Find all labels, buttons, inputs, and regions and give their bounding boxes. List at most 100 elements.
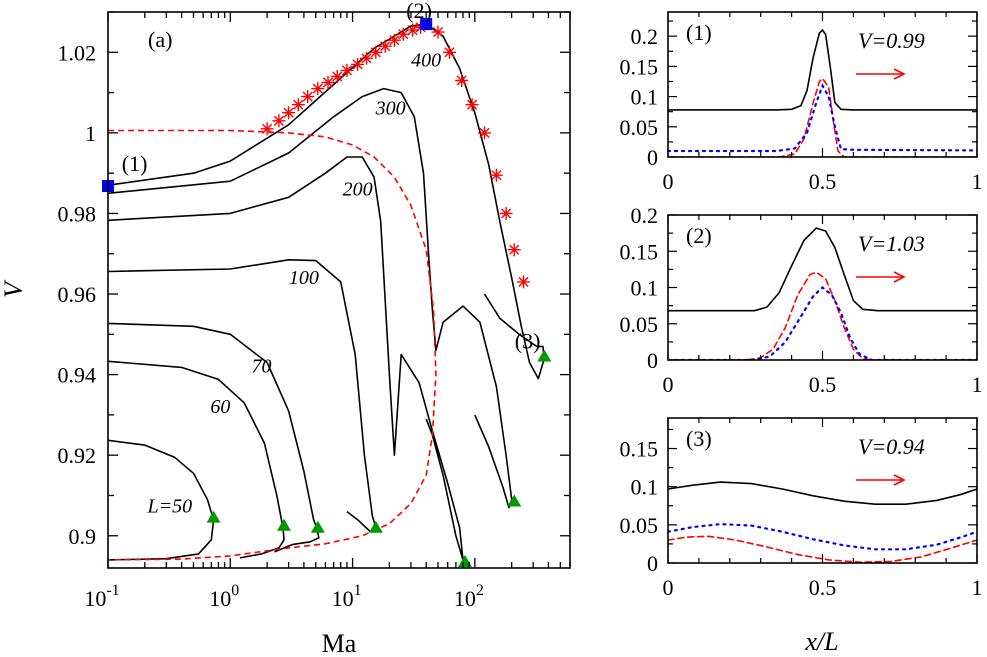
- x-tick-label-base: 10: [332, 586, 354, 611]
- profile-curve: [668, 522, 977, 551]
- main-y-ticks: [108, 11, 570, 537]
- y-tick-label: 0.15: [620, 239, 659, 264]
- panel-2: 0 0.5 1 0 0.05 0.1 0.15 0.2 (2) V=1.03: [620, 203, 983, 397]
- y-tick-label: 0.1: [631, 85, 659, 110]
- y-tick-label: 0.98: [58, 201, 97, 226]
- panel-label: (2): [686, 223, 712, 248]
- x-tick-label: 1: [972, 169, 983, 194]
- profile-curve: [668, 271, 977, 360]
- main-frame: [107, 11, 571, 569]
- square-marker: [420, 18, 433, 31]
- x-tick-label: 101: [332, 582, 362, 611]
- x-tick-label: 102: [454, 582, 484, 611]
- curve-L100: [108, 259, 377, 533]
- star-marker: [351, 57, 365, 71]
- star-marker: [311, 82, 325, 96]
- triangle-marker: [277, 518, 292, 531]
- y-tick-label: 1.02: [58, 40, 97, 65]
- star-marker: [396, 27, 410, 41]
- stability-boundary-dashed: [108, 129, 437, 561]
- y-axis-label: V: [0, 279, 28, 298]
- panel-label-a: (a): [148, 27, 172, 52]
- curve-L300: [108, 87, 513, 509]
- y-tick-label: 0.1: [631, 475, 659, 500]
- main-panel: 10-1 100 101 1020.90.920.940.960.9811.02MaV…: [0, 0, 571, 657]
- panel-curves: [668, 481, 977, 563]
- x-tick-label: 0.5: [809, 169, 837, 194]
- y-tick-label: 0: [647, 551, 658, 576]
- right-x-axis-label: x/L: [804, 627, 838, 656]
- star-marker: [272, 114, 286, 128]
- star-marker: [301, 90, 315, 104]
- profile-curve: [668, 83, 977, 153]
- x-tick-label: 1: [972, 575, 983, 600]
- triangle-marker: [507, 494, 522, 507]
- profile-curve: [668, 481, 977, 505]
- x-tick-label: 0: [663, 169, 674, 194]
- profile-curve: [668, 535, 977, 563]
- triangle-marker: [457, 554, 472, 567]
- star-marker: [465, 98, 479, 112]
- star-marker: [282, 106, 296, 120]
- x-tick-label-base: 10: [84, 586, 106, 611]
- y-tick-label: 0.9: [69, 524, 97, 549]
- x-tick-label: 0: [663, 372, 674, 397]
- curve-label: 100: [289, 267, 319, 289]
- star-marker: [321, 76, 335, 89]
- profile-curve: [668, 28, 977, 111]
- triangle-marker: [310, 520, 325, 533]
- triangle-marker: [206, 510, 221, 523]
- triangle-marker: [368, 520, 383, 533]
- curve-L60: [108, 360, 285, 559]
- y-tick-label: 0.15: [620, 54, 659, 79]
- curve-L50: [108, 439, 215, 561]
- main-curves: [108, 23, 546, 561]
- profile-curve: [668, 227, 977, 312]
- y-tick-label: 0.94: [58, 363, 97, 388]
- curve-label: 400: [411, 49, 441, 71]
- star-marker: [330, 70, 344, 83]
- profile-curve: [668, 77, 977, 157]
- triangle-marker: [537, 349, 552, 362]
- arrow-icon: [893, 474, 906, 486]
- x-tick-label-base: 10: [454, 586, 476, 611]
- y-tick-label: 0.1: [631, 276, 659, 301]
- x-tick-label: 0: [663, 575, 674, 600]
- arrow-icon: [893, 271, 906, 283]
- curve-label: 60: [210, 396, 230, 418]
- y-tick-label: 0.05: [620, 115, 659, 140]
- star-marker: [406, 23, 420, 37]
- star-marker: [291, 98, 305, 112]
- y-tick-label: 0.15: [620, 437, 659, 462]
- x-tick-label: 1: [972, 372, 983, 397]
- panel-3: 0 0.5 1 0 0.05 0.1 0.15 (3) V=0.94: [620, 417, 983, 600]
- panel-curves: [668, 227, 977, 360]
- x-tick-label-exp: 1: [354, 582, 362, 599]
- star-marker: [387, 33, 401, 47]
- star-marker: [369, 45, 383, 59]
- arrow-icon: [893, 68, 906, 80]
- x-tick-label: 100: [209, 582, 239, 611]
- y-tick-label: 0: [647, 348, 658, 373]
- x-axis-label: Ma: [322, 629, 357, 657]
- point-label: (2): [406, 0, 432, 23]
- star-marker: [431, 25, 445, 39]
- y-tick-label: 0.05: [620, 513, 659, 538]
- velocity-label: V=0.94: [858, 434, 925, 459]
- star-marker: [455, 74, 469, 87]
- panel-1: 0 0.5 1 0 0.05 0.1 0.15 0.2 (1) V=0.99: [620, 11, 983, 194]
- x-tick-label: 0.5: [809, 575, 837, 600]
- panel-curves: [668, 28, 977, 157]
- profile-curve: [668, 286, 977, 360]
- panel-label: (1): [686, 20, 712, 45]
- curve-label: 70: [251, 356, 271, 378]
- star-marker: [517, 275, 530, 289]
- panel-label: (3): [686, 426, 712, 451]
- y-tick-label: 0.2: [631, 24, 659, 49]
- y-tick-label: 0: [647, 145, 658, 170]
- y-tick-label: 0.05: [620, 312, 659, 337]
- y-tick-label: 0.96: [58, 282, 97, 307]
- star-marker: [378, 39, 392, 53]
- x-tick-label-exp: -1: [106, 582, 119, 599]
